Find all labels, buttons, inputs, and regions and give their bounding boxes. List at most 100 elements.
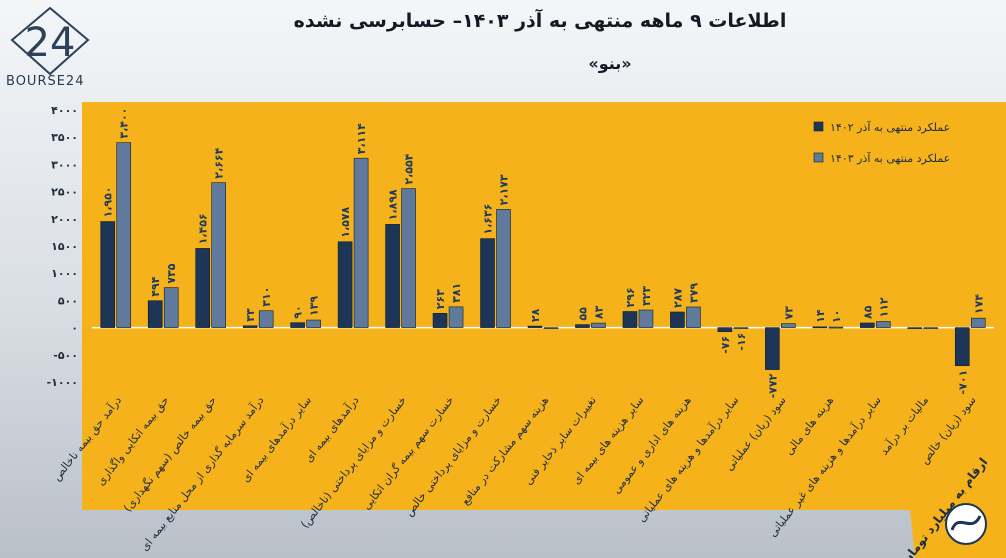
bar-series1 xyxy=(670,311,685,328)
bar-value-label: ۷۳۵ xyxy=(165,263,178,283)
bar-series1 xyxy=(527,325,543,328)
bar-value-label: ۳،۱۱۴ xyxy=(355,123,368,154)
bar-value-label: ۳۷۹ xyxy=(687,283,700,303)
y-tick-label: -۱۰۰۰ xyxy=(47,376,78,389)
bar-value-label: ۳۱۰ xyxy=(260,287,273,307)
bar-value-label: ۳،۴۰۰ xyxy=(118,108,131,139)
y-tick-label: ۱۰۰۰ xyxy=(51,267,78,280)
page-subtitle: «بنو» xyxy=(588,54,632,73)
y-tick-label: ۴۰۰۰ xyxy=(51,104,78,117)
bar-value-label: -۷۰۱ xyxy=(956,370,969,395)
bar-series2 xyxy=(306,319,321,328)
bar-value-label: ۸۳ xyxy=(592,305,605,319)
bar-value-label: ۲۸۷ xyxy=(671,288,684,308)
bar-series1 xyxy=(860,322,875,328)
bar-series1 xyxy=(385,224,400,328)
bar-value-label: ۲۹۶ xyxy=(624,287,637,307)
bar-series1 xyxy=(290,322,305,328)
page-title: اطلاعات ۹ ماهه منتهی به آذر ۱۴۰۳– حسابرس… xyxy=(293,10,787,32)
logo-text: BOURSE24 xyxy=(6,74,85,89)
bar-series2 xyxy=(876,321,891,328)
bar-value-label: ۸۵ xyxy=(861,305,874,319)
bar-series2 xyxy=(353,157,369,328)
bar-series1 xyxy=(480,238,495,328)
y-tick-label: -۵۰۰ xyxy=(53,349,78,362)
bar-value-label: -۷۷۲ xyxy=(766,373,779,398)
bar-value-label: ۳۳ xyxy=(244,308,257,322)
bar-series2 xyxy=(211,182,226,328)
logo-mark: 24 xyxy=(25,20,76,66)
bar-series1 xyxy=(622,311,638,328)
bar-series2 xyxy=(448,306,464,328)
bourse24-logo: 24 xyxy=(10,6,90,76)
bar-value-label: ۵۵ xyxy=(576,307,589,321)
bar-value-label: ۱،۹۵۰ xyxy=(102,186,115,217)
legend-swatch xyxy=(813,152,824,163)
bar-series2 xyxy=(163,287,179,328)
bar-series2 xyxy=(543,327,559,329)
bar-value-label: ۳۲۳ xyxy=(640,286,653,306)
bar-value-label: ۱،۶۳۶ xyxy=(482,204,495,235)
bar-value-label: ۱۱۲ xyxy=(877,297,890,317)
y-tick-label: ۲۰۰۰ xyxy=(51,213,78,226)
chart-panel xyxy=(82,102,1006,558)
bars-layer xyxy=(100,142,986,370)
bar-series1 xyxy=(812,326,828,329)
bar-value-label: ۱۰ xyxy=(830,310,843,323)
bar-series2 xyxy=(401,188,416,328)
bar-value-label: -۷۶ xyxy=(719,336,732,354)
bar-series1 xyxy=(242,325,258,328)
bar-series2 xyxy=(781,323,796,328)
bar-value-label: ۱۳۹ xyxy=(308,296,321,316)
y-tick-label: ۵۰۰ xyxy=(58,294,78,307)
y-tick-label: ۳۰۰۰ xyxy=(51,158,78,171)
y-tick-label: ۰ xyxy=(71,322,78,335)
bar-series2 xyxy=(116,142,132,328)
bar-series1 xyxy=(195,248,210,328)
bar-value-label: ۲۸ xyxy=(529,308,542,322)
bar-value-label: ۱۷۴ xyxy=(972,294,985,314)
bar-series2 xyxy=(591,322,606,328)
bar-series1 xyxy=(147,300,163,328)
bar-value-label: ۲۶۳ xyxy=(434,289,447,309)
bar-value-label: ۴۹۴ xyxy=(149,276,162,296)
y-tick-label: ۱۵۰۰ xyxy=(51,240,78,253)
bar-value-label: ۲،۵۵۴ xyxy=(403,153,416,184)
bar-series1 xyxy=(717,327,733,333)
bar-series2 xyxy=(970,317,986,328)
bar-series1 xyxy=(954,327,970,367)
y-tick-label: ۲۵۰۰ xyxy=(51,186,78,199)
bar-value-label: ۲،۱۷۳ xyxy=(498,174,511,205)
bar-value-label: ۱،۴۵۶ xyxy=(197,213,210,244)
bar-value-label: ۲،۶۶۴ xyxy=(213,147,226,178)
bar-value-label: ۹۰ xyxy=(292,305,305,318)
legend-label: عملکرد منتهی به آذر ۱۴۰۳ xyxy=(830,151,950,165)
legend-label: عملکرد منتهی به آذر ۱۴۰۲ xyxy=(830,120,950,134)
bar-value-label: ۳۸۱ xyxy=(450,283,463,303)
brand-swoosh-icon xyxy=(950,515,982,531)
bar-series1 xyxy=(100,221,116,328)
bar-series2 xyxy=(828,326,844,329)
bar-series1 xyxy=(907,327,923,329)
legend-swatch xyxy=(813,121,824,132)
bar-series1 xyxy=(432,312,448,328)
legend: عملکرد منتهی به آذر ۱۴۰۲ عملکرد منتهی به … xyxy=(813,120,950,165)
bar-series1 xyxy=(575,324,590,328)
bar-value-label: ۱۴ xyxy=(814,309,827,323)
bar-value-label: ۷۳ xyxy=(782,306,795,320)
y-axis: -۱۰۰۰ -۵۰۰ ۰ ۵۰۰ ۱۰۰۰ ۱۵۰۰ ۲۰۰۰ ۲۵۰۰ ۳۰۰۰ ۳۵۰۰ ۴۰۰… xyxy=(47,104,994,389)
bar-value-label: ۱،۵۷۸ xyxy=(339,206,352,237)
y-tick-label: ۳۵۰۰ xyxy=(51,131,78,144)
bar-series2 xyxy=(258,310,274,328)
bar-series2 xyxy=(733,327,749,329)
bar-series1 xyxy=(337,241,353,328)
bar-value-label: -۱۶ xyxy=(735,333,748,351)
bar-series2 xyxy=(496,209,511,328)
bar-value-label: ۱،۸۹۸ xyxy=(387,189,400,220)
bar-series2 xyxy=(686,306,701,328)
bar-series2 xyxy=(638,309,654,328)
bar-series1 xyxy=(765,327,780,370)
